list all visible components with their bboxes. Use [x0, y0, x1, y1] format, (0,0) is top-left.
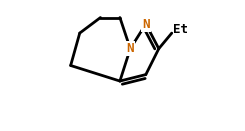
Text: N: N	[142, 18, 150, 31]
Text: N: N	[126, 42, 134, 55]
Text: Et: Et	[173, 23, 188, 36]
